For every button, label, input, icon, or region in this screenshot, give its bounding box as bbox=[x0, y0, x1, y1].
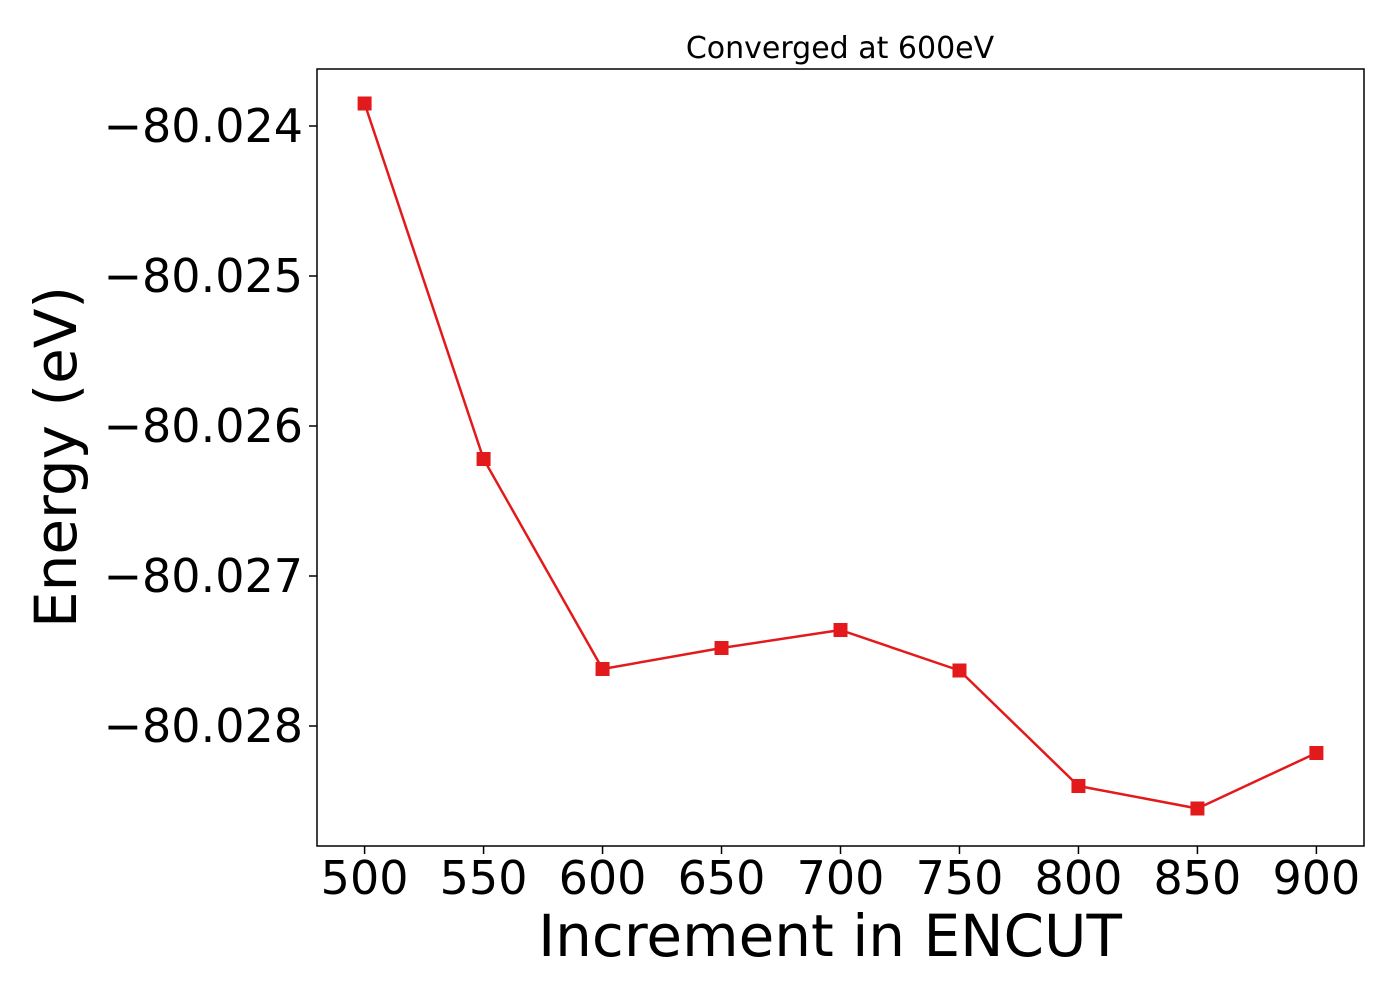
data-point-marker bbox=[1071, 779, 1086, 793]
y-tick-label: −80.027 bbox=[104, 549, 304, 603]
data-point-marker bbox=[952, 663, 967, 678]
y-tick-label: −80.028 bbox=[104, 699, 304, 753]
x-tick-label: 600 bbox=[559, 851, 647, 905]
data-point-marker bbox=[1190, 801, 1205, 816]
data-point-marker bbox=[1309, 746, 1324, 760]
data-point-marker bbox=[714, 641, 729, 655]
y-tick-label: −80.025 bbox=[104, 249, 304, 303]
x-tick-label: 750 bbox=[916, 851, 1004, 905]
x-axis-ticks: 500 550 600 650 700 750 800 850 900 bbox=[321, 846, 1361, 905]
plot-area: 500 550 600 650 700 750 800 850 900 −80.024−80.0… bbox=[104, 68, 1365, 905]
y-axis-ticks: −80.024 −80.025 −80.026 −80.027 −80.028 bbox=[104, 99, 317, 753]
x-tick-label: 550 bbox=[440, 851, 528, 905]
x-tick-label: 850 bbox=[1154, 851, 1242, 905]
x-tick-label: 800 bbox=[1035, 851, 1123, 905]
data-point-marker bbox=[833, 623, 848, 637]
y-tick-label: −80.026 bbox=[104, 399, 304, 453]
chart-title: Converged at 600eV bbox=[686, 31, 995, 66]
x-axis-label: Increment in ENCUT bbox=[538, 902, 1122, 970]
x-tick-label: 500 bbox=[321, 851, 409, 905]
x-tick-label: 700 bbox=[797, 851, 885, 905]
data-point-marker bbox=[595, 662, 610, 676]
x-tick-label: 650 bbox=[678, 851, 766, 905]
y-tick-label: −80.024 bbox=[104, 99, 304, 153]
data-point-marker bbox=[476, 452, 491, 466]
y-axis-label: Energy (eV) bbox=[22, 286, 90, 628]
x-tick-label: 900 bbox=[1273, 851, 1361, 905]
data-point-marker bbox=[357, 96, 372, 111]
series-layer bbox=[357, 96, 1324, 816]
